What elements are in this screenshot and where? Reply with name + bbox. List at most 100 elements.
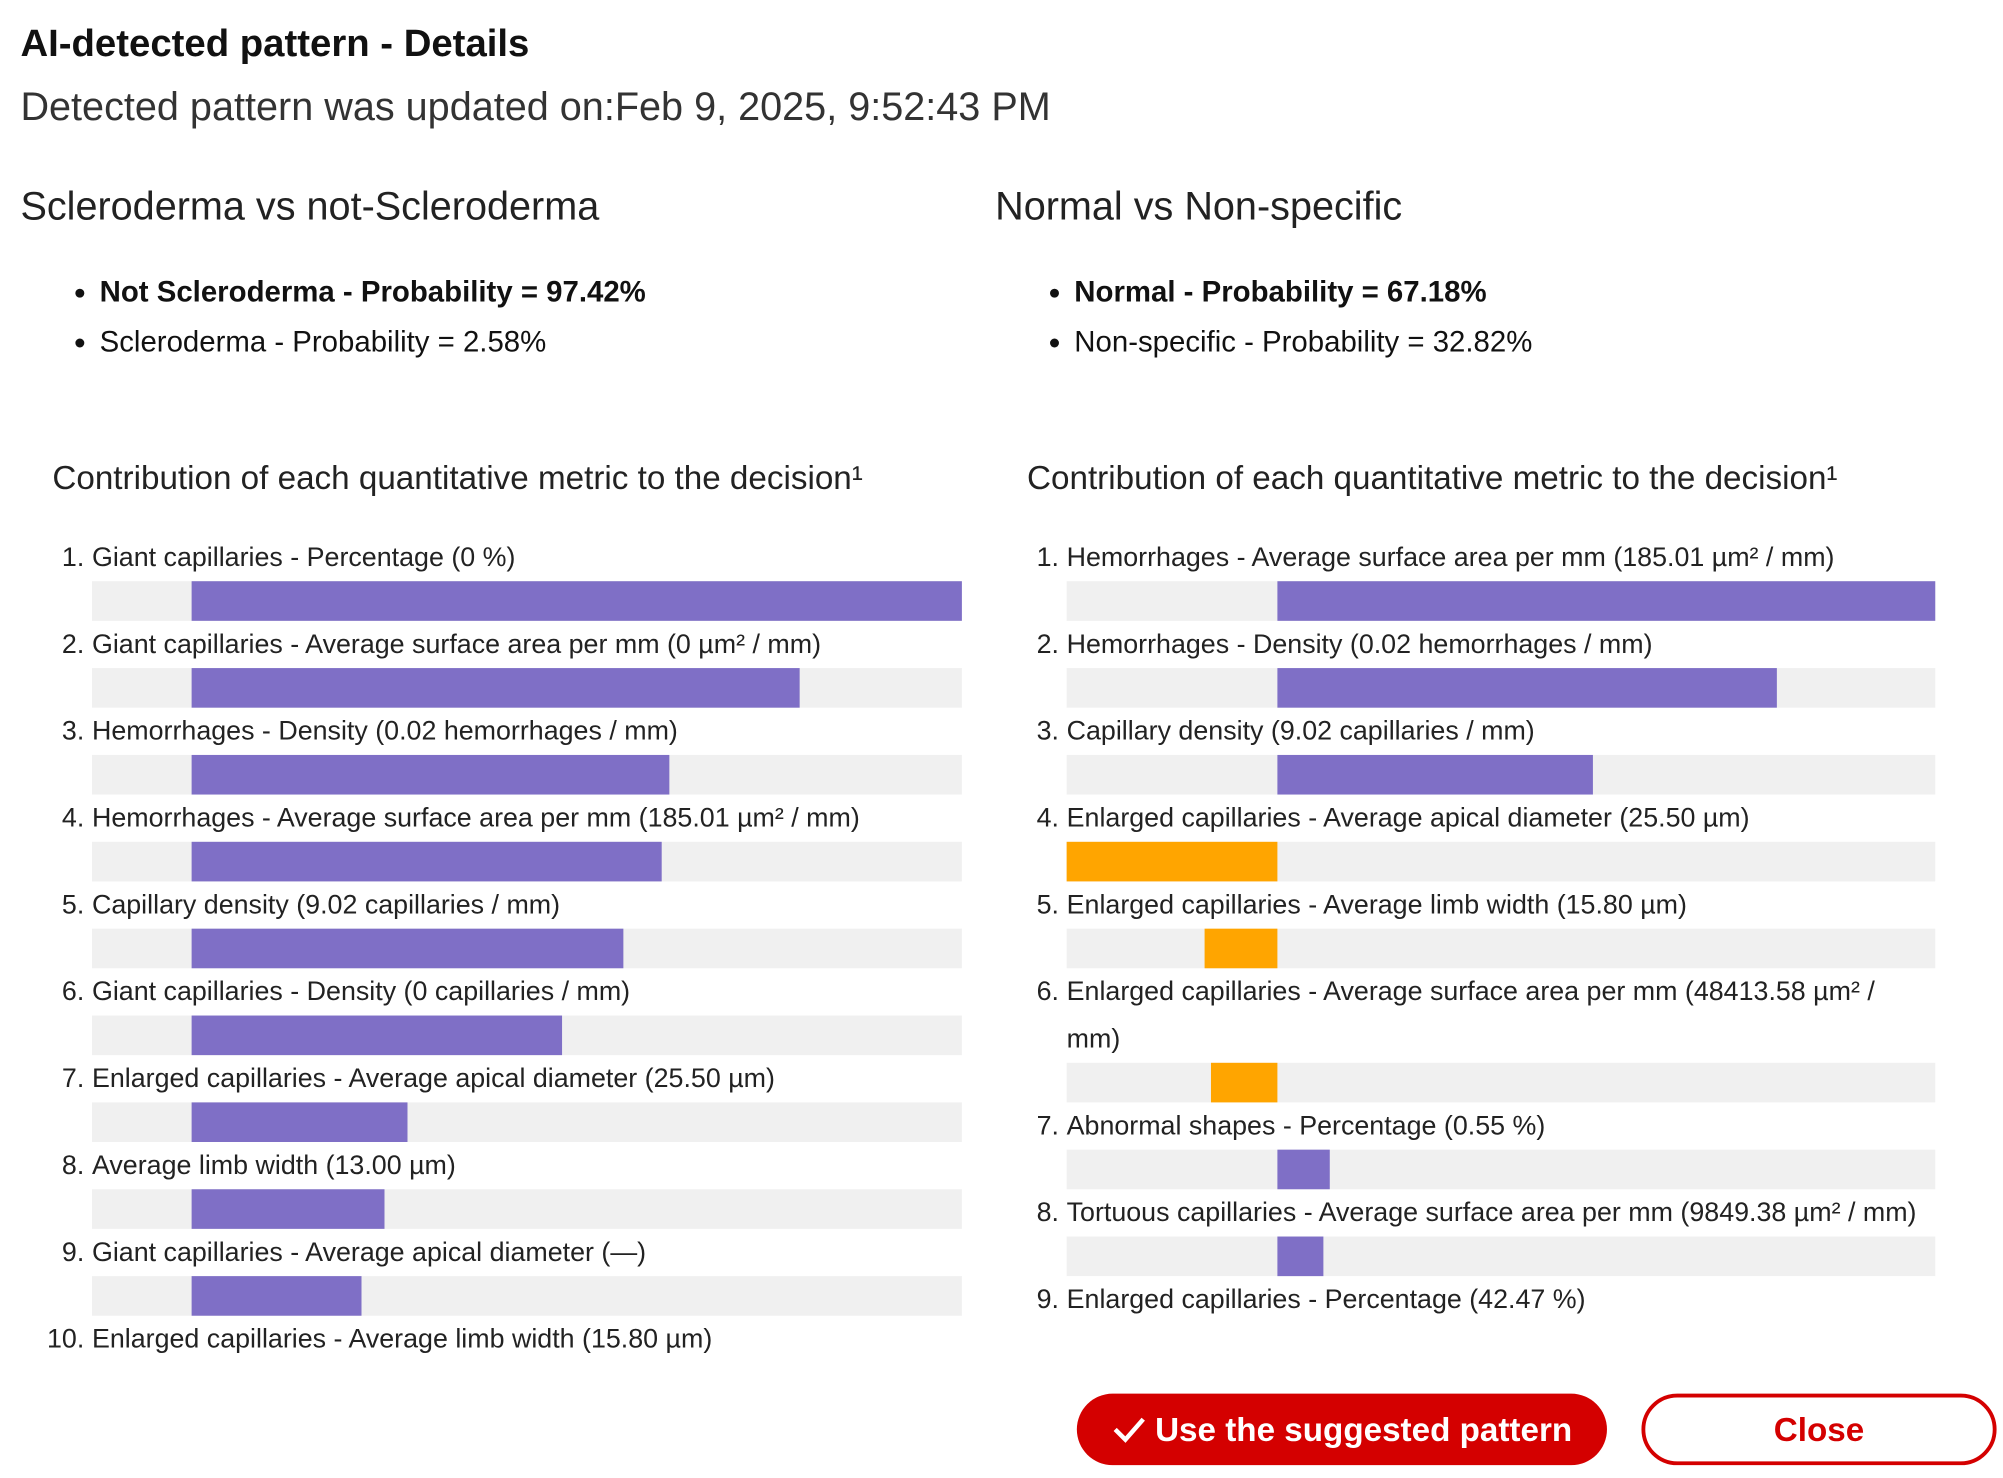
metric-name: Hemorrhages - Average surface area per m… — [91, 803, 860, 833]
result: Not Scleroderma - Probability = 97.42% — [99, 274, 646, 308]
bar-track — [1066, 1149, 1936, 1190]
metric-name: Hemorrhages - Density (0.02 hemorrhages … — [1066, 629, 1653, 660]
bullet — [75, 288, 85, 298]
bar-track — [91, 754, 962, 795]
apply-button[interactable]: Use the suggested pattern — [1076, 1393, 1607, 1466]
metric-item: 3. Capillary density (9.02 capillaries / … — [1037, 708, 1936, 795]
metric-rank: 9. — [1036, 1285, 1059, 1315]
metric-name: Giant capillaries - Average apical diame… — [91, 1237, 647, 1268]
metric-name: Hemorrhages - Average surface area per m… — [1066, 542, 1835, 573]
metric-name: Giant capillaries - Density (0 capillari… — [91, 977, 631, 1007]
bar — [1277, 754, 1594, 795]
close-label: Close — [1773, 1409, 1865, 1448]
metric-label: 10. Enlarged capillaries - Average limb w… — [47, 1316, 962, 1363]
bar — [192, 754, 670, 795]
bar-track — [91, 1276, 962, 1316]
metric-item: 6. Enlarged capillaries - Average surface… — [1037, 968, 1936, 1103]
bar-track — [1066, 754, 1936, 795]
bar — [192, 1189, 385, 1229]
metric-item: 7. Enlarged capillaries - Average apical … — [62, 1055, 962, 1142]
bar — [192, 928, 624, 969]
metric-name: Abnormal shapes - Percentage (0.55 %) — [1066, 1111, 1546, 1141]
metric-rank: 5. — [61, 890, 85, 920]
bar-track — [1066, 581, 1936, 621]
bar — [1211, 1062, 1278, 1103]
metric-label: 8. Tortuous capillaries - Average surface… — [1037, 1189, 1936, 1236]
metric-label: 2. Hemorrhages - Density (0.02 hemorrhage… — [1037, 621, 1936, 668]
metric-list: 1. Giant capillaries - Percentage (0 %) 2.… — [47, 534, 962, 1363]
metric-item: 8. Tortuous capillaries - Average surface… — [1037, 1189, 1936, 1277]
bar-track — [91, 928, 962, 969]
metric-item: 7. Abnormal shapes - Percentage (0.55 %) — [1037, 1102, 1936, 1190]
metric-rank: 8. — [1036, 1198, 1059, 1228]
metric-item: 2. Hemorrhages - Density (0.02 hemorrhage… — [1037, 621, 1936, 708]
metric-rank: 8. — [61, 1150, 85, 1181]
metric-rank: 1. — [61, 542, 85, 573]
bar — [192, 1015, 562, 1056]
chart-title: Contribution of each quantitative metric… — [1027, 458, 1838, 497]
metric-label: 1. Hemorrhages - Average surface area per… — [1037, 534, 1936, 581]
bar — [192, 581, 962, 621]
update-label: Detected pattern was updated on: — [20, 84, 615, 130]
metric-name: Capillary density (9.02 capillaries / mm… — [1066, 716, 1535, 747]
metric-item: 9. Giant capillaries - Average apical dia… — [62, 1229, 962, 1316]
metric-label: 2. Giant capillaries - Average surface ar… — [62, 621, 962, 668]
result: Normal - Probability = 67.18% — [1074, 274, 1487, 308]
bar — [1277, 581, 1936, 621]
metric-rank: 3. — [1036, 716, 1059, 747]
metric-name: Enlarged capillaries - Average apical di… — [1066, 803, 1750, 833]
bar-track — [91, 581, 962, 621]
metric-name: Giant capillaries - Average surface area… — [91, 629, 822, 660]
metric-rank: 6. — [1036, 977, 1059, 1007]
metric-label: 5. Enlarged capillaries - Average limb wi… — [1037, 881, 1936, 928]
bar — [192, 1276, 362, 1316]
metric-label: 1. Giant capillaries - Percentage (0 %) — [62, 534, 962, 581]
metric-label: 6. Enlarged capillaries - Average surface… — [1037, 968, 1936, 1063]
bar — [192, 668, 801, 708]
result: Scleroderma - Probability = 2.58% — [99, 324, 547, 358]
metric-item: 8. Average limb width (13.00 µm) — [62, 1142, 962, 1229]
metric-label: 9. Giant capillaries - Average apical dia… — [62, 1229, 962, 1276]
bar — [1277, 1149, 1330, 1190]
bar-track — [91, 841, 962, 882]
bullet — [75, 338, 85, 348]
metric-label: 9. Enlarged capillaries - Percentage (42.… — [1037, 1276, 1936, 1323]
metric-item: 4. Hemorrhages - Average surface area per… — [62, 795, 962, 882]
metric-rank: 4. — [61, 803, 85, 833]
metric-name: Giant capillaries - Percentage (0 %) — [91, 542, 516, 573]
metric-item: 1. Giant capillaries - Percentage (0 %) — [62, 534, 962, 621]
metric-rank: 1. — [1036, 542, 1059, 573]
bar — [1066, 841, 1278, 882]
metric-rank: 10. — [47, 1324, 85, 1355]
bullet — [1050, 338, 1059, 348]
metric-label: 8. Average limb width (13.00 µm) — [62, 1142, 962, 1189]
check-icon — [1113, 1417, 1146, 1443]
panel-title: Scleroderma vs not-Scleroderma — [20, 183, 600, 229]
metric-rank: 7. — [1036, 1111, 1059, 1141]
metric-label: 6. Giant capillaries - Density (0 capilla… — [62, 968, 962, 1015]
metric-item: 5. Enlarged capillaries - Average limb wi… — [1037, 881, 1936, 969]
bar-track — [1066, 841, 1936, 882]
metric-label: 4. Enlarged capillaries - Average apical … — [1037, 795, 1936, 842]
metric-label: 7. Enlarged capillaries - Average apical … — [62, 1055, 962, 1102]
metric-name: Capillary density (9.02 capillaries / mm… — [91, 890, 561, 920]
metric-name: Tortuous capillaries - Average surface a… — [1066, 1198, 1917, 1228]
close-button[interactable]: Close — [1641, 1393, 1997, 1466]
bar — [1277, 1236, 1324, 1277]
metric-name: Enlarged capillaries - Average limb widt… — [91, 1324, 713, 1355]
metric-name: Enlarged capillaries - Average surface a… — [1066, 977, 1875, 1054]
metric-rank: 3. — [61, 716, 85, 747]
bar-track — [91, 668, 962, 708]
metric-item: 4. Enlarged capillaries - Average apical … — [1037, 795, 1936, 882]
metric-label: 5. Capillary density (9.02 capillaries / … — [62, 881, 962, 928]
metric-list: 1. Hemorrhages - Average surface area per… — [1037, 534, 1936, 1323]
metric-item: 3. Hemorrhages - Density (0.02 hemorrhage… — [62, 708, 962, 795]
result: Non-specific - Probability = 32.82% — [1074, 324, 1533, 358]
metric-item: 6. Giant capillaries - Density (0 capilla… — [62, 968, 962, 1056]
metric-rank: 4. — [1036, 803, 1059, 833]
bar-track — [91, 1102, 962, 1142]
bullet — [1050, 288, 1059, 298]
metric-item: 5. Capillary density (9.02 capillaries / … — [62, 881, 962, 969]
metric-item: 10. Enlarged capillaries - Average limb w… — [47, 1316, 962, 1363]
